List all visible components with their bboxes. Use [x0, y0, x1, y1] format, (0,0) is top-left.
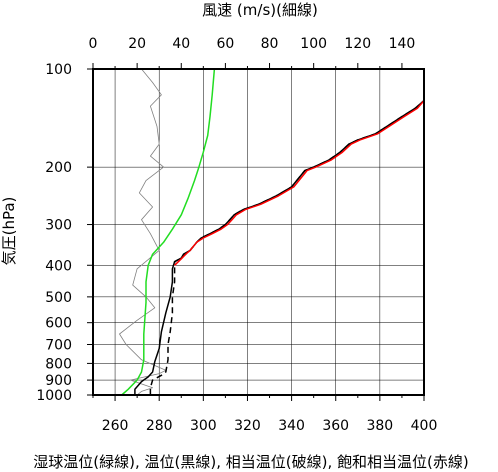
left-axis-tick-label: 400: [45, 258, 72, 274]
series-line-1: [121, 68, 216, 396]
top-axis-title: 風速 (m/s)(細線): [202, 1, 318, 19]
bottom-axis-tick-label: 280: [146, 418, 173, 434]
bottom-axis-tick-label: 400: [411, 418, 438, 434]
grid: [93, 68, 425, 396]
left-axis-title: 気圧(hPa): [0, 197, 18, 266]
ticks: 0 20 40 60 80 100 120 140 260 280 300 320 340 360 380 4…: [36, 36, 437, 434]
top-axis-tick-label: 40: [172, 36, 190, 52]
top-axis-tick-label: 20: [128, 36, 146, 52]
top-axis-tick-label: 140: [389, 36, 416, 52]
left-axis-tick-label: 700: [45, 338, 72, 354]
left-axis-tick-label: 500: [45, 290, 72, 306]
left-axis-tick-label: 900: [45, 373, 72, 389]
bottom-axis-tick-label: 360: [322, 418, 349, 434]
bottom-axis-tick-label: 320: [234, 418, 261, 434]
left-axis-tick-label: 800: [45, 356, 72, 372]
bottom-axis-tick-label: 260: [102, 418, 129, 434]
plot-frame: [92, 68, 425, 396]
bottom-axis-tick-label: 380: [366, 418, 393, 434]
top-axis-tick-label: 0: [89, 36, 98, 52]
bottom-axis-tick-label: 340: [278, 418, 305, 434]
series-line-4: [174, 100, 425, 266]
series-line-0: [119, 68, 167, 396]
series-line-2: [134, 100, 425, 395]
left-axis-tick-label: 300: [45, 218, 72, 234]
left-axis-tick-label: 100: [45, 62, 72, 78]
left-axis-tick-label: 600: [45, 316, 72, 332]
top-axis-tick-label: 60: [216, 36, 234, 52]
top-axis-tick-label: 100: [300, 36, 327, 52]
top-axis-tick-label: 120: [344, 36, 371, 52]
left-axis-tick-label: 1000: [36, 388, 72, 404]
top-axis-tick-label: 80: [261, 36, 279, 52]
left-axis-tick-label: 200: [45, 160, 72, 176]
bottom-axis-title: 湿球温位(緑線), 温位(黒線), 相当温位(破線), 飽和相当温位(赤線): [33, 453, 468, 471]
series-line-3: [149, 100, 425, 395]
series-lines: [119, 68, 425, 396]
bottom-axis-tick-label: 300: [190, 418, 217, 434]
